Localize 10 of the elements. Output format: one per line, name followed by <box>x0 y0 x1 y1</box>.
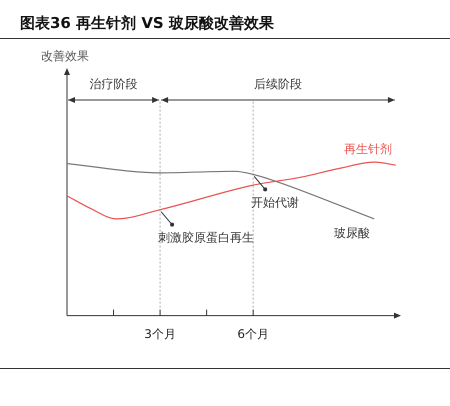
series-label: 再生针剂 <box>344 142 392 156</box>
series-label: 玻尿酸 <box>334 226 370 240</box>
x-tick-label: 6个月 <box>237 326 269 341</box>
text: 改善效果 <box>41 49 89 63</box>
text: 治疗阶段 <box>90 77 138 91</box>
chart-title: 图表36 再生针剂 VS 玻尿酸改善效果 <box>20 14 274 33</box>
text: 后续阶段 <box>254 77 302 91</box>
annotation: 刺激胶原蛋白再生 <box>158 230 254 245</box>
annotation: 开始代谢 <box>251 195 300 210</box>
x-tick-label: 3个月 <box>144 326 176 341</box>
